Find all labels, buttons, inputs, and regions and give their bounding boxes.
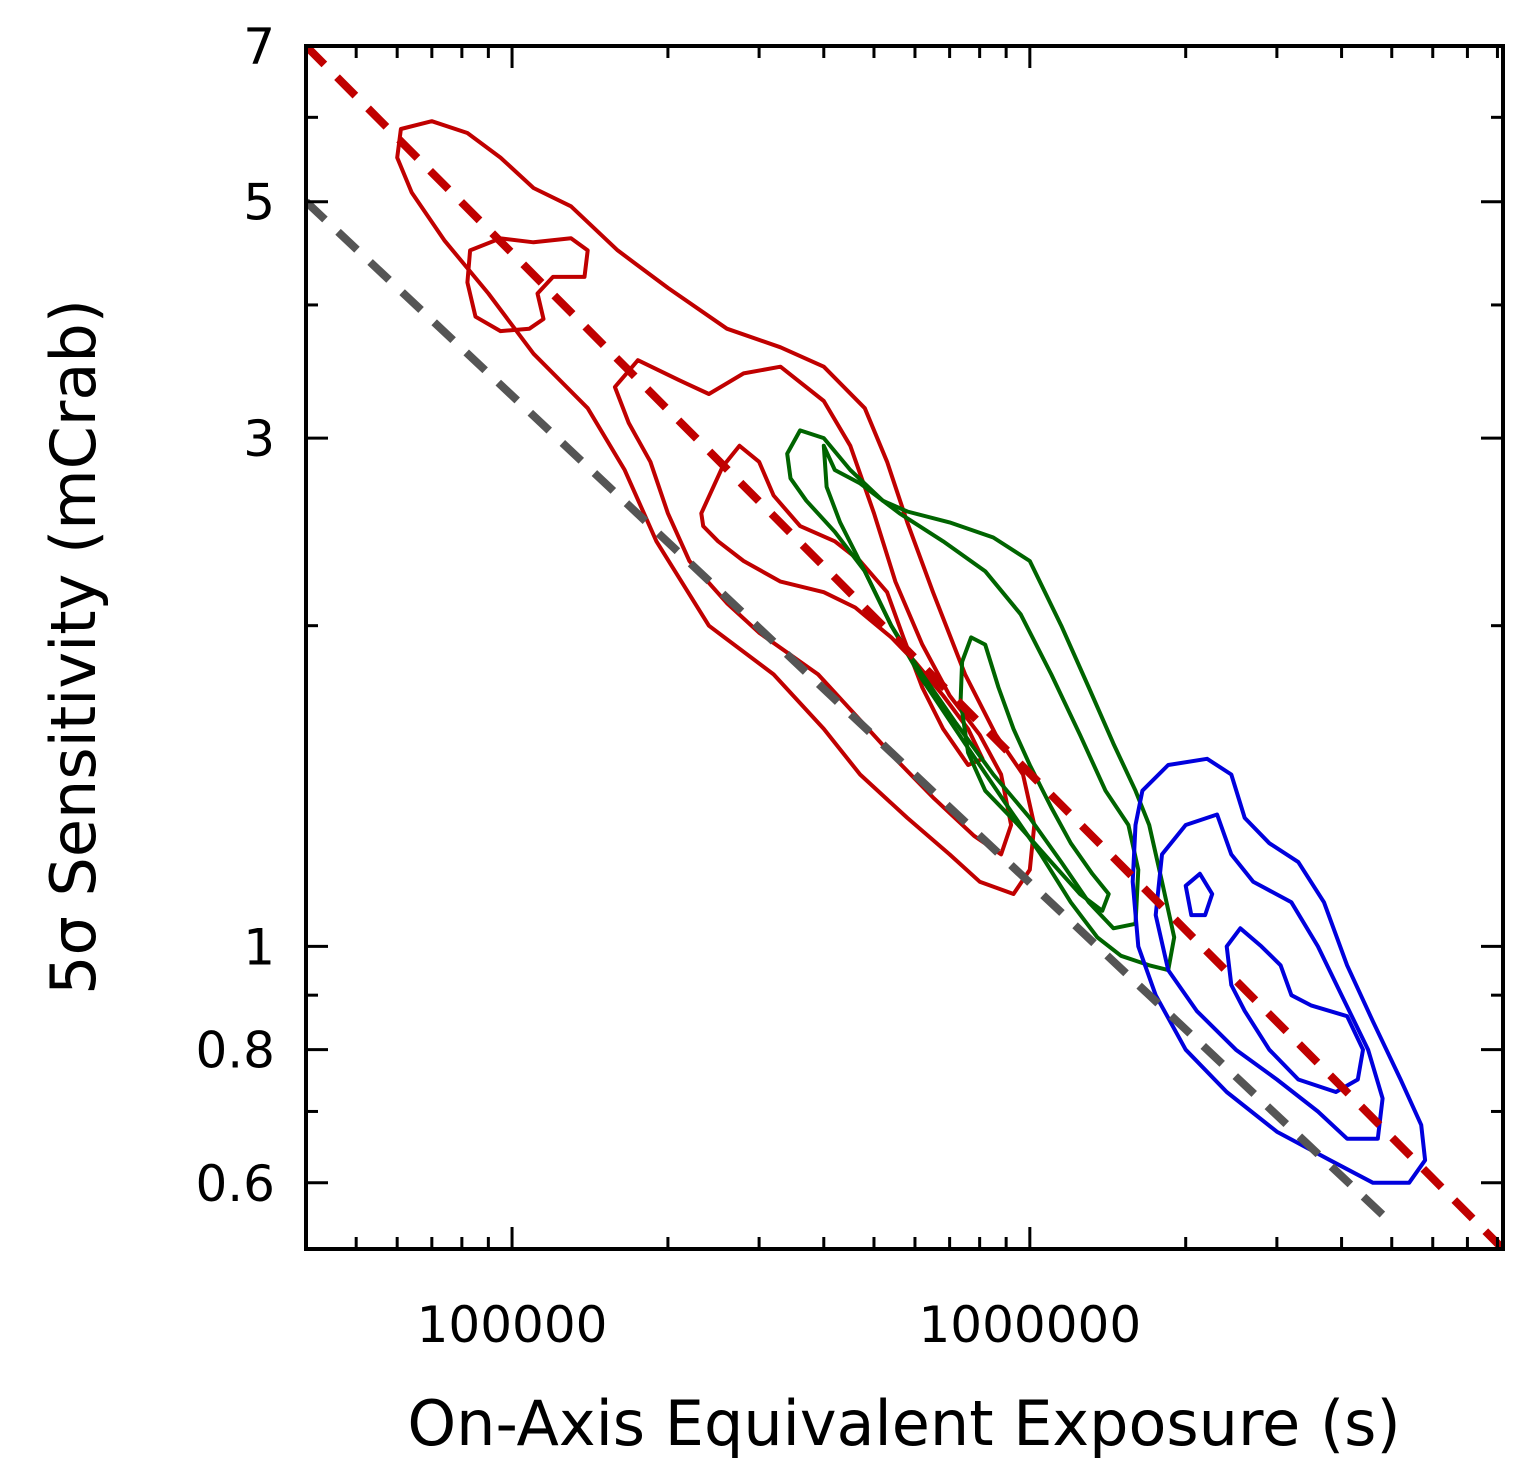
blue-contour-mid	[1153, 812, 1385, 1141]
y-tick-label: 0.8	[195, 1022, 275, 1080]
ticks-layer	[306, 44, 1503, 1249]
y-tick-label: 0.6	[195, 1155, 275, 1213]
y-tick-label: 5	[243, 174, 275, 232]
blue-contour-inner-small	[1183, 871, 1215, 918]
blue-contour-inner	[1224, 926, 1365, 1094]
y-tick-label: 1	[243, 918, 275, 976]
tick-labels-layer: 100000 1000000 7 5 3 1 0.8 0.6	[195, 18, 1141, 1354]
red-contour-mid-upper	[465, 236, 590, 334]
red-contour-inner	[699, 443, 985, 767]
x-tick-label: 1000000	[918, 1296, 1141, 1354]
x-tick-label: 100000	[417, 1296, 608, 1354]
y-tick-label: 3	[243, 410, 275, 468]
y-tick-label: 7	[243, 18, 275, 76]
x-axis-label: On-Axis Equivalent Exposure (s)	[407, 1387, 1400, 1460]
blue-contour-outer	[1130, 756, 1428, 1185]
y-axis-label: 5σ Sensitivity (mCrab)	[37, 299, 110, 995]
reference-lines-layer	[306, 46, 1503, 1249]
contours-layer	[395, 119, 1428, 1185]
green-contour-inner	[958, 635, 1111, 913]
plot-frame	[304, 44, 1505, 1251]
red-dashed-fit	[306, 46, 1503, 1249]
